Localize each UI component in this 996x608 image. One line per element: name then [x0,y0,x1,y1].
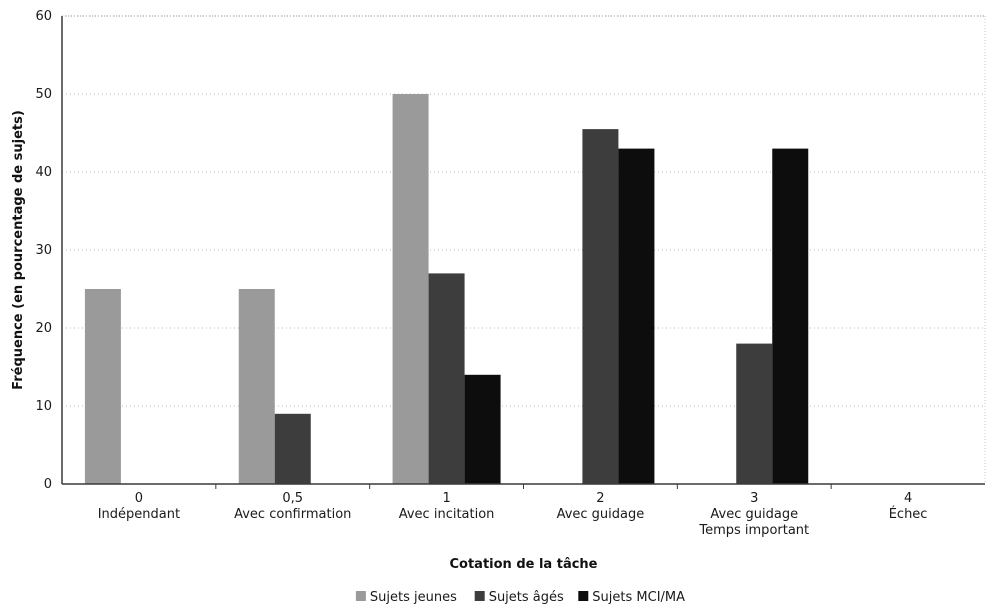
x-tick-label: Avec confirmation [234,507,351,522]
y-tick-label: 40 [35,165,52,180]
x-axis-title: Cotation de la tâche [449,557,597,572]
legend-label: Sujets jeunes [370,590,457,605]
bar [84,289,121,484]
legend-swatch [474,591,485,601]
x-tick-label: Échec [889,506,928,522]
bar [772,148,809,484]
legend-label: Sujets âgés [489,590,564,605]
y-tick-label: 20 [35,321,52,336]
legend: Sujets jeunes Sujets âgés Sujets MCI/MA [355,590,685,605]
x-tick-label: Avec incitation [399,507,495,522]
legend-swatch [578,591,589,601]
y-tick-label: 30 [35,243,52,258]
y-axis-tick-labels: 0 10 20 30 40 50 60 [35,9,52,492]
x-tick-label: 2 [596,491,604,506]
bar [274,413,311,484]
x-tick-label: 3 [750,491,758,506]
y-tick-label: 0 [44,477,52,492]
bars [84,94,832,489]
bar [238,289,275,484]
legend-label: Sujets MCI/MA [592,590,685,605]
x-tick-label: Indépendant [98,507,180,522]
bar [618,148,655,484]
x-tick-label: 0,5 [282,491,303,506]
x-tick-label: Avec guidage [710,507,798,522]
gridlines [62,15,986,484]
x-tick-label: 4 [904,491,912,506]
bar [428,273,465,484]
x-tick-label: 0 [135,491,143,506]
x-tick-label: Temps important [698,523,809,538]
y-tick-label: 60 [35,9,52,24]
y-tick-label: 10 [35,399,52,414]
x-tick-label: Avec guidage [557,507,645,522]
bar [464,374,501,484]
y-axis-title: Fréquence (en pourcentage de sujets) [11,110,26,390]
y-tick-label: 50 [35,87,52,102]
x-tick-label: 1 [442,491,450,506]
bar [736,343,773,484]
bar [582,129,619,484]
legend-swatch [355,591,366,601]
bar [392,94,429,484]
